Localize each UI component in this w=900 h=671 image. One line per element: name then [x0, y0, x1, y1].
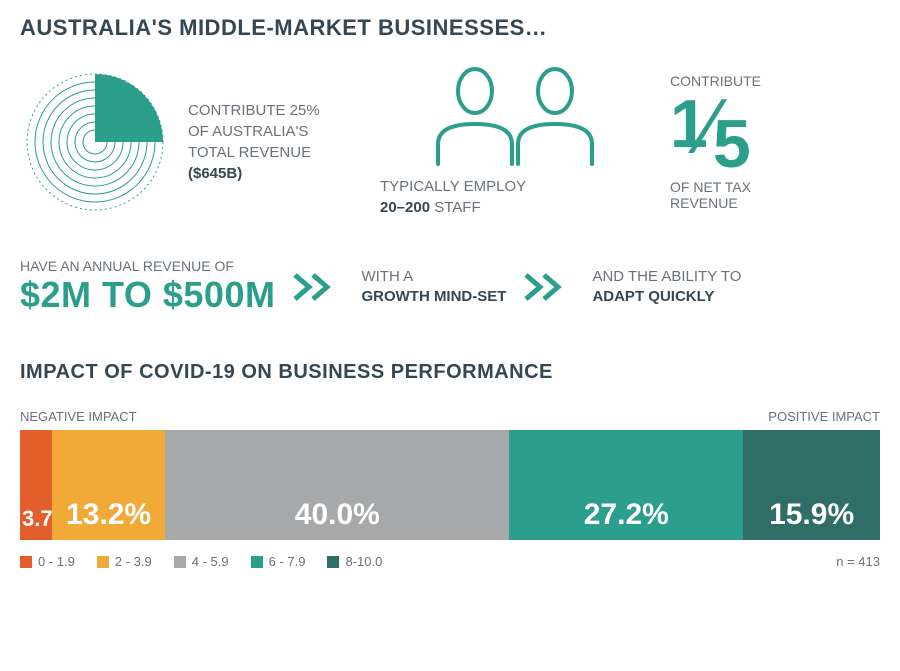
bar-segment: 15.9% [743, 430, 880, 540]
people-icon [430, 66, 600, 166]
positive-impact-label: POSITIVE IMPACT [768, 409, 880, 424]
legend-item: 0 - 1.9 [20, 554, 75, 569]
legend-item: 2 - 3.9 [97, 554, 152, 569]
tax-fraction-block: CONTRIBUTE 1 ⁄ 5 OF NET TAX REVENUE [670, 73, 880, 212]
page-title: AUSTRALIA'S MIDDLE-MARKET BUSINESSES… [20, 15, 880, 41]
line: ($645B) [188, 163, 320, 184]
legend-label: 8-10.0 [345, 554, 382, 569]
line: REVENUE [670, 195, 751, 211]
legend-item: 4 - 5.9 [174, 554, 229, 569]
bar-segment: 13.2% [52, 430, 166, 540]
bar-segment: 3.7% [20, 430, 52, 540]
legend-label: 4 - 5.9 [192, 554, 229, 569]
legend-swatch [251, 556, 263, 568]
line: TOTAL REVENUE [188, 142, 320, 163]
stats-row-1: CONTRIBUTE 25% OF AUSTRALIA'S TOTAL REVE… [20, 66, 880, 218]
legend-label: 2 - 3.9 [115, 554, 152, 569]
fraction-below-text: OF NET TAX REVENUE [670, 179, 751, 211]
impact-stacked-bar: 3.7%13.2%40.0%27.2%15.9% [20, 430, 880, 540]
annual-revenue-block: HAVE AN ANNUAL REVENUE OF $2M TO $500M [20, 258, 275, 316]
legend-swatch [20, 556, 32, 568]
legend-item: 8-10.0 [327, 554, 382, 569]
section-heading-impact: IMPACT OF COVID-19 ON BUSINESS PERFORMAN… [20, 361, 880, 384]
revenue-range: $2M TO $500M [20, 274, 275, 316]
sample-size: n = 413 [836, 554, 880, 569]
bar-segment: 40.0% [165, 430, 509, 540]
arrow-icon [293, 273, 343, 301]
line: AND THE ABILITY TO [592, 267, 741, 287]
bar-segment: 27.2% [509, 430, 743, 540]
legend-swatch [174, 556, 186, 568]
legend-row: 0 - 1.9 2 - 3.9 4 - 5.9 6 - 7.9 8-10.0 n = 4… [20, 554, 880, 569]
line: TYPICALLY EMPLOY [380, 176, 650, 197]
line: 20–200 STAFF [380, 197, 650, 218]
legend-swatch [327, 556, 339, 568]
line: HAVE AN ANNUAL REVENUE OF [20, 258, 275, 274]
legend-item: 6 - 7.9 [251, 554, 306, 569]
revenue-contribution-text: CONTRIBUTE 25% OF AUSTRALIA'S TOTAL REVE… [188, 100, 320, 184]
fraction-icon: 1 ⁄ 5 [670, 93, 751, 152]
stats-row-2: HAVE AN ANNUAL REVENUE OF $2M TO $500M W… [20, 258, 880, 316]
line: WITH A [361, 267, 506, 287]
quarter-pie-icon [20, 67, 170, 217]
staff-block: TYPICALLY EMPLOY 20–200 STAFF [380, 66, 650, 218]
mindset-block: WITH A GROWTH MIND-SET [361, 267, 506, 308]
staff-text: TYPICALLY EMPLOY 20–200 STAFF [380, 176, 650, 218]
revenue-contribution-block: CONTRIBUTE 25% OF AUSTRALIA'S TOTAL REVE… [20, 67, 360, 217]
legend-label: 0 - 1.9 [38, 554, 75, 569]
adapt-block: AND THE ABILITY TO ADAPT QUICKLY [592, 267, 741, 308]
fraction-denominator: 5 [713, 117, 751, 171]
line: ADAPT QUICKLY [592, 287, 741, 307]
impact-axis-labels: NEGATIVE IMPACT POSITIVE IMPACT [20, 409, 880, 424]
line: GROWTH MIND-SET [361, 287, 506, 307]
arrow-icon [524, 273, 574, 301]
line: CONTRIBUTE 25% [188, 100, 320, 121]
legend-label: 6 - 7.9 [269, 554, 306, 569]
fraction-numerator: 1 [670, 97, 708, 151]
legend-swatch [97, 556, 109, 568]
line: OF AUSTRALIA'S [188, 121, 320, 142]
legend: 0 - 1.9 2 - 3.9 4 - 5.9 6 - 7.9 8-10.0 [20, 554, 382, 569]
negative-impact-label: NEGATIVE IMPACT [20, 409, 137, 424]
